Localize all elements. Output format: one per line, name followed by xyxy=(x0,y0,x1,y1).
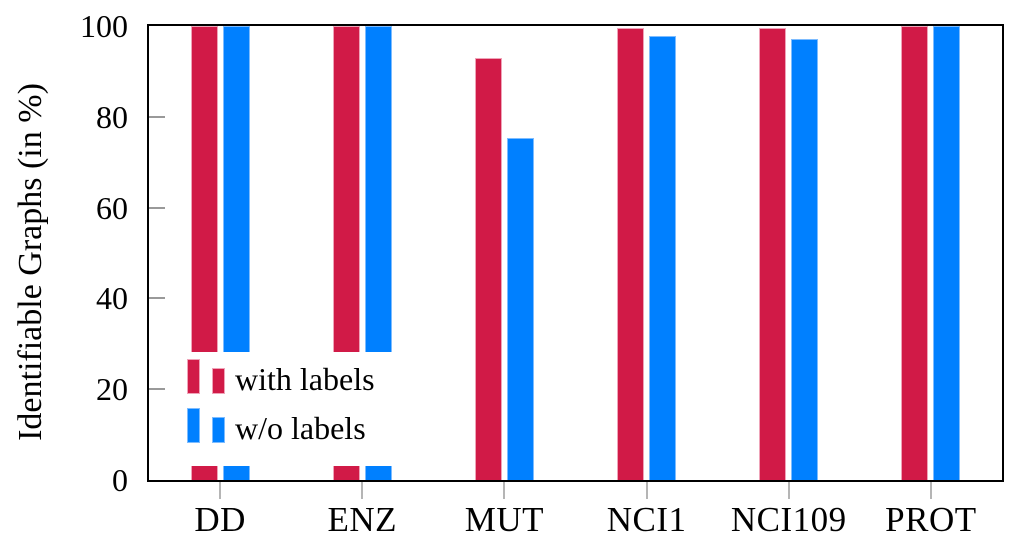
y-tick-label-80: 80 xyxy=(96,98,128,135)
y-tick-label-100: 100 xyxy=(80,8,128,44)
plot-area: with labels w/o labels xyxy=(147,24,1004,482)
x-tick-label-nci1: NCI1 xyxy=(606,500,687,539)
x-tick-prot xyxy=(929,482,932,499)
x-tick-label-enz: ENZ xyxy=(327,500,398,539)
bar-nci1-with-labels xyxy=(617,27,645,480)
legend-label-with-labels: with labels xyxy=(235,361,375,397)
wo-labels-swatch-icon xyxy=(187,408,225,443)
bar-nci109-wo-labels xyxy=(791,39,819,480)
bar-nci109-with-labels xyxy=(759,27,787,480)
with-labels-swatch-icon xyxy=(187,359,225,394)
y-tick-40 xyxy=(149,297,165,300)
legend-label-wo-labels: w/o labels xyxy=(235,410,366,446)
x-tick-dd xyxy=(219,482,222,499)
legend-item-wo-labels: w/o labels xyxy=(187,407,366,446)
bar-nci1-wo-labels xyxy=(649,36,677,480)
y-tick-label-60: 60 xyxy=(96,189,128,226)
y-tick-20 xyxy=(149,388,165,391)
bar-prot-with-labels xyxy=(901,26,929,480)
x-tick-enz xyxy=(361,482,364,499)
y-tick-80 xyxy=(149,115,165,118)
x-tick-mut xyxy=(503,482,506,499)
x-tick-nci1 xyxy=(645,482,648,499)
y-axis-title: Identifiable Graphs (in %) xyxy=(12,83,49,441)
bar-mut-with-labels xyxy=(474,57,502,480)
legend: with labels w/o labels xyxy=(182,352,432,466)
y-tick-label-20: 20 xyxy=(96,371,128,408)
y-tick-60 xyxy=(149,206,165,209)
bar-prot-wo-labels xyxy=(933,26,961,480)
x-tick-label-mut: MUT xyxy=(464,500,545,539)
y-tick-label-40: 40 xyxy=(96,280,128,317)
x-tick-label-dd: DD xyxy=(194,500,246,539)
legend-item-with-labels: with labels xyxy=(187,358,375,397)
bar-mut-wo-labels xyxy=(506,138,534,480)
x-tick-label-prot: PROT xyxy=(885,500,977,539)
y-tick-label-0: 0 xyxy=(112,462,128,498)
x-tick-label-nci109: NCI109 xyxy=(730,500,847,539)
x-tick-nci109 xyxy=(787,482,790,499)
